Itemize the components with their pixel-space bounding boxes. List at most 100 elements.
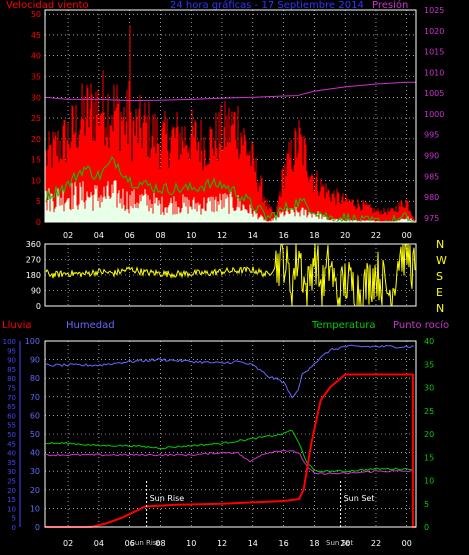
dir-ytick-0: 0 [36,302,41,311]
pressure-label: Presión [372,0,409,11]
ht-xtick-10: 10 [186,539,196,548]
rain-ytick-70: 70 [7,394,16,402]
temperature-line [45,429,415,473]
pressure-ytick-990: 990 [424,151,439,160]
wind-xtick-04: 04 [94,231,104,240]
wind-xtick-12: 12 [217,231,227,240]
wind-xtick-22: 22 [371,231,381,240]
humidity-label: Humedad [66,320,115,331]
sunrise-label: Sun Rise [150,494,185,503]
pressure-ytick-1005: 1005 [424,89,444,98]
dir-ytick-90: 90 [31,287,41,296]
wind-xtick-00: 00 [402,231,412,240]
wind-xtick-02: 02 [63,231,73,240]
rain-ytick-85: 85 [7,366,16,374]
pressure-line [44,81,416,102]
wind-average-line [45,156,415,224]
ht-xtick-12: 12 [217,539,227,548]
temp-ytick-10: 10 [424,477,434,486]
sunset-axis-label: Sun Set [326,539,353,547]
rain-line [45,373,416,528]
rain-ytick-40: 40 [7,450,16,458]
compass-n-top: N [436,238,445,251]
wind-xtick-18: 18 [309,231,319,240]
pressure-ytick-980: 980 [424,193,439,202]
rain-ytick-5: 5 [12,515,16,523]
temp-ytick-15: 15 [424,453,434,462]
wind-ytick-0: 0 [36,218,41,227]
humidity-ytick-70: 70 [30,393,40,402]
rain-ytick-100: 100 [3,338,16,346]
ht-xtick-16: 16 [279,539,289,548]
rain-label: Lluvia [2,320,32,331]
rain-ytick-95: 95 [7,347,16,355]
humidity-ytick-80: 80 [30,374,40,383]
ht-xtick-22: 22 [371,539,381,548]
ht-xtick-04: 04 [94,539,104,548]
compass-w: W [436,254,447,267]
pressure-ytick-995: 995 [424,131,439,140]
wind-xtick-10: 10 [186,231,196,240]
wind-ytick-5: 5 [36,197,41,206]
temp-ytick-25: 25 [424,407,434,416]
wind-ytick-50: 50 [31,10,41,19]
ht-xtick-18: 18 [309,539,319,548]
humidity-ytick-10: 10 [30,504,40,513]
pressure-ytick-1020: 1020 [424,27,444,36]
temp-ytick-40: 40 [424,337,434,346]
temperature-label: Temperatura [312,320,376,331]
ht-xtick-08: 08 [155,539,165,548]
wind-xtick-16: 16 [279,231,289,240]
humidity-ytick-100: 100 [25,337,40,346]
rain-ytick-55: 55 [7,422,16,430]
rain-ytick-60: 60 [7,412,16,420]
wind-ytick-20: 20 [31,135,41,144]
humidity-ytick-20: 20 [30,486,40,495]
dir-ytick-360: 360 [26,240,41,249]
wind-ytick-35: 35 [31,73,41,82]
rain-ytick-75: 75 [7,385,16,393]
humidity-ytick-30: 30 [30,467,40,476]
wind-direction-line [45,243,416,307]
pressure-ytick-1010: 1010 [424,68,444,77]
wind-ytick-45: 45 [31,31,41,40]
dir-ytick-180: 180 [26,271,41,280]
humidity-ytick-50: 50 [30,430,40,439]
temp-ytick-20: 20 [424,430,434,439]
wind-xtick-08: 08 [155,231,165,240]
dir-ytick-270: 270 [26,256,41,265]
wind-ytick-10: 10 [31,176,41,185]
ht-panel-frame [44,340,417,528]
temp-ytick-5: 5 [424,500,429,509]
sunset-label: Sun Set [344,494,375,503]
humidity-line [45,344,415,399]
chart-title: 24 hora gráficas - 17 Septiembre 2014 [170,0,364,11]
compass-e: E [436,286,443,299]
rain-ytick-50: 50 [7,431,16,439]
pressure-ytick-975: 975 [424,214,439,223]
humidity-ytick-40: 40 [30,449,40,458]
rain-ytick-20: 20 [7,487,16,495]
wind-xtick-20: 20 [340,231,350,240]
rain-ytick-90: 90 [7,357,16,365]
rain-ytick-65: 65 [7,403,16,411]
pressure-ytick-1015: 1015 [424,48,444,57]
humidity-ytick-0: 0 [35,523,40,532]
wind-xtick-14: 14 [248,231,258,240]
humidity-ytick-60: 60 [30,411,40,420]
rain-ytick-30: 30 [7,468,16,476]
dewpoint-label: Punto rocío [393,320,450,331]
wind-xtick-06: 06 [125,231,135,240]
temp-ytick-35: 35 [424,360,434,369]
ht-xtick-06: 06 [125,539,135,548]
ht-xtick-00: 00 [402,539,412,548]
compass-s: S [436,270,443,283]
direction-panel-frame [44,243,417,307]
humidity-ytick-90: 90 [30,356,40,365]
rain-ytick-10: 10 [7,505,16,513]
wind-panel-frame [44,9,417,223]
wind-ytick-25: 25 [31,114,41,123]
pressure-ytick-1025: 1025 [424,6,444,15]
rain-ytick-80: 80 [7,375,16,383]
